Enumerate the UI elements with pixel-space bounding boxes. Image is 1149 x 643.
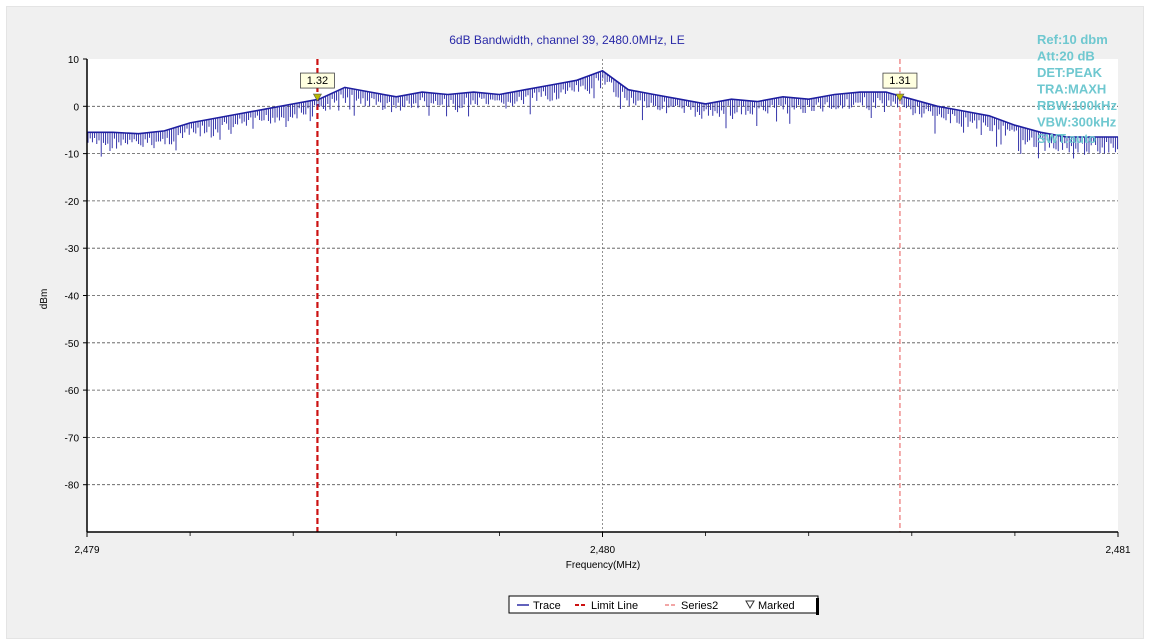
readout-line: RBW:100kHz: [1037, 98, 1117, 113]
x-tick-label: 2,481: [1105, 545, 1130, 556]
legend-shadow: [816, 598, 819, 615]
readout-line: Att:20 dB: [1037, 49, 1095, 64]
readout-line: Ref:10 dbm: [1037, 32, 1108, 47]
readout-line: VBW:300kHz: [1037, 115, 1117, 130]
y-axis-label: dBm: [39, 289, 50, 310]
y-tick-label: -40: [65, 292, 80, 303]
readout-line: DET:PEAK: [1037, 65, 1103, 80]
y-tick-label: -70: [65, 433, 80, 444]
vertical-lines: [316, 59, 901, 532]
x-tick-labels: 2,479 2,480 2,481: [74, 545, 1130, 556]
marker-label: 1.32: [307, 75, 328, 87]
marker-label-box: [300, 72, 335, 89]
legend-label: Series2: [681, 600, 718, 612]
x-tick-label: 2,479: [74, 545, 99, 556]
chart-title: 6dB Bandwidth, channel 39, 2480.0MHz, LE: [449, 33, 685, 47]
y-tick-label: -80: [65, 481, 80, 492]
legend: Trace Limit Line Series2 Marked: [508, 595, 819, 615]
y-tick-label: -50: [65, 339, 80, 350]
x-axis-label: Frequency(MHz): [566, 560, 640, 571]
marker-label-box: [882, 72, 918, 89]
x-tick-label: 2,480: [590, 545, 615, 556]
y-tick-labels: 10 0 -10 -20 -30 -40 -50 -60 -70 -80: [65, 55, 80, 492]
y-tick-label: -10: [65, 150, 80, 161]
legend-marker-swatch: [745, 600, 755, 610]
legend-label: Trace: [533, 600, 561, 612]
marker-label: 1.31: [889, 75, 910, 87]
grid-lines: [83, 58, 1119, 537]
readout-line: TRA:MAXH: [1037, 82, 1106, 97]
legend-label: Limit Line: [591, 600, 638, 612]
chart-frame: 1.32 1.31 10 0 -10 -20 -30 -40 -50 -60 -70 -80 2,4…: [6, 6, 1144, 639]
bandwidth-chart: 1.32 1.31 10 0 -10 -20 -30 -40 -50 -60 -70 -80 2,4…: [39, 32, 1131, 615]
y-tick-label: -60: [65, 386, 80, 397]
y-tick-label: 0: [73, 102, 79, 113]
y-tick-label: 10: [68, 55, 80, 66]
readout-line: SWT:auto: [1037, 131, 1096, 146]
markers: 1.32 1.31: [300, 72, 918, 102]
legend-label: Marked: [758, 600, 795, 612]
y-tick-label: -30: [65, 244, 80, 255]
y-tick-label: -20: [65, 197, 80, 208]
marker-triangle: [312, 93, 322, 102]
marker-triangle: [895, 93, 905, 102]
trace-spurs: [87, 71, 1119, 159]
